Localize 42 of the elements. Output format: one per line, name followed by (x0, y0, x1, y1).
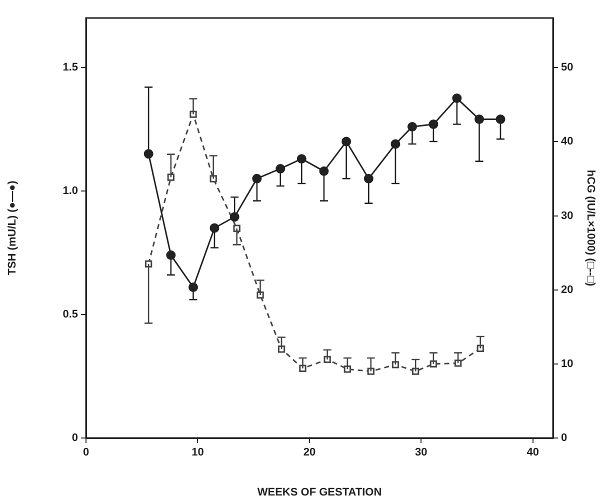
point (452, 94, 462, 104)
point (319, 166, 329, 176)
point (210, 223, 220, 233)
point (252, 174, 262, 184)
point (390, 139, 400, 149)
point (344, 366, 352, 373)
x-tick-label: 10 (192, 446, 204, 459)
point (144, 260, 152, 268)
x-tick-label: 40 (526, 446, 540, 459)
y2-tick-label: 50 (561, 62, 574, 74)
y2-tick-label: 10 (561, 358, 574, 370)
point (496, 114, 506, 124)
y-tick-label: 0 (72, 432, 78, 444)
point (474, 114, 484, 124)
point (428, 119, 438, 129)
point (454, 360, 462, 367)
y2-tick-label: 20 (561, 284, 574, 296)
y-axis-title: TSH (mU/L) (●—●) (6, 180, 19, 276)
x-tick-label: 0 (82, 446, 90, 459)
point (407, 122, 417, 132)
point (230, 212, 240, 222)
point (166, 250, 176, 260)
x-axis-title: WEEKS OF GESTATION (257, 486, 382, 498)
point (144, 149, 154, 159)
y-tick-label: 1.5 (62, 61, 78, 74)
point (296, 154, 306, 164)
point (430, 360, 438, 368)
x-tick-label: 30 (415, 446, 428, 459)
point (364, 174, 374, 184)
y-tick-label: 0.5 (62, 308, 78, 320)
point (392, 361, 400, 368)
point (412, 368, 420, 375)
y2-tick-label: 0 (561, 432, 568, 444)
point (342, 136, 352, 146)
y-tick-label: 1.0 (62, 184, 78, 197)
point (167, 174, 174, 181)
y2-tick-label: 30 (561, 210, 574, 222)
point (188, 282, 198, 292)
y2-axis-title: hCG (IU/L×1000) (□--□) (584, 170, 596, 286)
point (278, 346, 286, 353)
y2-tick-label: 40 (561, 136, 574, 148)
x-tick-label: 20 (303, 446, 316, 459)
